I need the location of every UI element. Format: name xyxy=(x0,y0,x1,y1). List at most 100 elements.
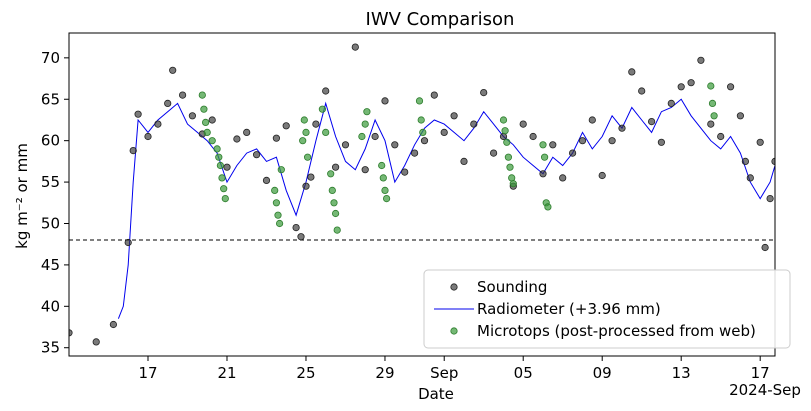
sounding-point xyxy=(578,137,587,145)
sounding-point xyxy=(539,170,547,178)
y-tick-label: 45 xyxy=(41,256,60,274)
sounding-point xyxy=(401,168,409,176)
x-tick-label: 13 xyxy=(672,364,691,382)
sounding-point xyxy=(549,141,557,149)
sounding-point xyxy=(638,87,646,95)
x-axis-label: Date xyxy=(418,385,454,403)
sounding-point xyxy=(707,120,715,128)
microtops-point xyxy=(382,195,391,203)
sounding-point xyxy=(341,141,350,149)
microtops-point xyxy=(213,145,221,153)
y-tick-label: 55 xyxy=(41,173,60,191)
sounding-point xyxy=(628,68,636,76)
sounding-point xyxy=(736,112,745,120)
microtops-point xyxy=(202,118,210,127)
microtops-point xyxy=(327,170,335,178)
microtops-point xyxy=(710,112,718,120)
microtops-point xyxy=(318,105,326,113)
microtops-point xyxy=(499,116,508,124)
plot-frame xyxy=(68,32,776,357)
sounding-point xyxy=(169,66,177,74)
sounding-point xyxy=(761,243,769,252)
microtops-point xyxy=(275,219,284,228)
sounding-point xyxy=(391,141,399,149)
sounding-point xyxy=(667,99,675,108)
microtops-point xyxy=(203,128,211,136)
sounding-point xyxy=(92,338,100,346)
microtops-point xyxy=(215,153,223,161)
sounding-point xyxy=(499,132,508,141)
sounding-point xyxy=(312,120,320,128)
sounding-point xyxy=(243,128,251,136)
microtops-point xyxy=(501,127,509,135)
microtops-point xyxy=(503,138,511,146)
x-tick-label: 21 xyxy=(217,364,236,382)
legend-label-sounding: Sounding xyxy=(477,278,547,296)
sounding-point xyxy=(598,171,606,180)
microtops-point xyxy=(506,163,514,171)
microtops-point xyxy=(220,185,228,193)
sounding-point xyxy=(371,132,379,141)
microtops-point xyxy=(508,174,516,182)
sounding-point xyxy=(717,132,725,141)
x-tick-label: 29 xyxy=(375,364,394,382)
microtops-point xyxy=(509,180,517,188)
microtops-point xyxy=(361,120,369,128)
sounding-point xyxy=(687,79,695,87)
sounding-point xyxy=(440,128,448,136)
x-axis: 17 21 25 29 Sep 05 09 13 17 xyxy=(138,356,770,382)
sounding-point xyxy=(741,157,750,165)
microtops-point xyxy=(208,137,216,145)
microtops-point xyxy=(415,97,424,105)
y-tick-label: 70 xyxy=(41,49,60,67)
x-tick-label: 25 xyxy=(296,364,315,382)
sounding-point xyxy=(262,176,271,184)
sounding-point xyxy=(124,238,132,247)
microtops-point xyxy=(544,203,552,211)
microtops-point xyxy=(271,186,279,194)
sounding-point xyxy=(134,110,142,118)
microtops-point xyxy=(417,116,425,124)
x-tick-label: 09 xyxy=(593,364,612,382)
sounding-point xyxy=(647,118,656,126)
microtops-point xyxy=(274,211,282,219)
x-axis-offset-label: 2024-Sep xyxy=(729,381,801,399)
sounding-point xyxy=(657,138,666,146)
sounding-point xyxy=(450,112,458,120)
plot-marks xyxy=(69,43,775,346)
y-tick-label: 65 xyxy=(41,90,60,108)
microtops-point xyxy=(333,226,341,234)
sounding-point xyxy=(188,112,196,120)
microtops-point xyxy=(708,99,717,108)
microtops-point xyxy=(358,132,366,141)
sounding-point xyxy=(766,195,774,203)
sounding-point xyxy=(430,91,438,99)
sounding-point xyxy=(608,137,616,145)
microtops-point xyxy=(331,209,340,218)
sounding-point xyxy=(282,122,290,130)
microtops-point xyxy=(504,153,512,161)
sounding-point xyxy=(618,124,626,132)
legend-marker-microtops xyxy=(450,327,458,335)
microtops-point xyxy=(363,108,371,116)
y-axis-label: kg m⁻² or mm xyxy=(13,143,31,249)
y-axis: 35 40 45 50 55 60 65 70 xyxy=(41,49,69,357)
sounding-point xyxy=(746,174,754,182)
microtops-point xyxy=(277,166,285,174)
microtops-point xyxy=(322,128,330,136)
sounding-point xyxy=(129,147,137,155)
microtops-point xyxy=(419,128,427,136)
microtops-point xyxy=(378,161,386,170)
sounding-point xyxy=(489,149,498,157)
sounding-point xyxy=(568,149,577,157)
sounding-point xyxy=(109,320,118,329)
sounding-point xyxy=(164,99,172,108)
sounding-point xyxy=(351,43,359,51)
plot-area xyxy=(69,43,775,346)
legend-label-microtops: Microtops (post-processed from web) xyxy=(477,322,756,340)
sounding-point xyxy=(410,149,419,157)
y-tick-label: 60 xyxy=(41,132,60,150)
sounding-point xyxy=(331,163,340,171)
y-tick-label: 35 xyxy=(41,339,60,357)
